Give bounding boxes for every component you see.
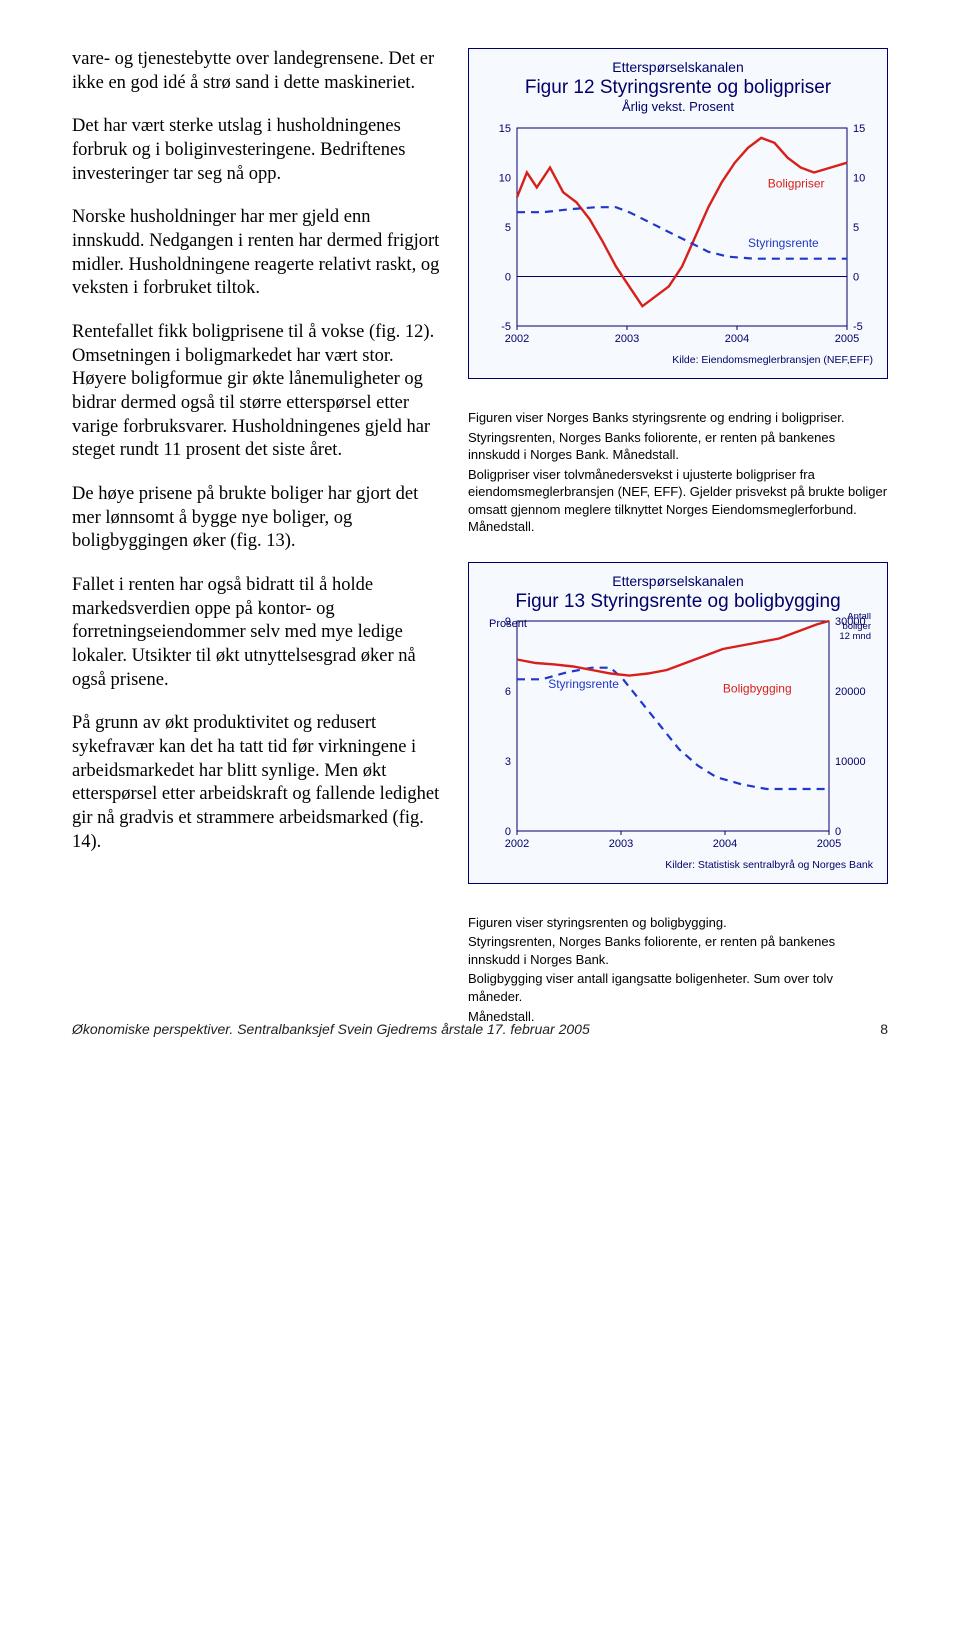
body-text-column: vare- og tjenestebytte over landegrensen… bbox=[72, 48, 440, 1027]
svg-text:Styringsrente: Styringsrente bbox=[548, 677, 619, 691]
figure-desc-line: Boligbygging viser antall igangsatte bol… bbox=[468, 970, 888, 1005]
svg-text:20000: 20000 bbox=[835, 686, 866, 698]
figure-12-source: Kilde: Eiendomsmeglerbransjen (NEF,EFF) bbox=[483, 354, 873, 366]
svg-text:2005: 2005 bbox=[835, 333, 859, 345]
svg-text:0: 0 bbox=[505, 272, 511, 284]
svg-text:-5: -5 bbox=[501, 321, 511, 333]
svg-text:10: 10 bbox=[499, 173, 511, 185]
svg-text:Boligpriser: Boligpriser bbox=[768, 176, 825, 190]
figure-12-pretitle: Etterspørselskanalen bbox=[483, 59, 873, 75]
svg-text:2002: 2002 bbox=[505, 333, 529, 345]
svg-text:15: 15 bbox=[853, 123, 865, 135]
svg-text:0: 0 bbox=[835, 826, 841, 838]
svg-text:15: 15 bbox=[499, 123, 511, 135]
svg-text:0: 0 bbox=[853, 272, 859, 284]
figure-desc-line: Styringsrenten, Norges Banks foliorente,… bbox=[468, 933, 888, 968]
figure-13-card: Etterspørselskanalen Figur 13 Styringsre… bbox=[468, 562, 888, 884]
svg-text:Boligbygging: Boligbygging bbox=[723, 681, 792, 695]
svg-text:2004: 2004 bbox=[713, 838, 737, 850]
figures-column: Etterspørselskanalen Figur 12 Styringsre… bbox=[468, 48, 888, 1027]
figure-13-description: Figuren viser styringsrenten og boligbyg… bbox=[468, 914, 888, 1025]
figure-12-description: Figuren viser Norges Banks styringsrente… bbox=[468, 409, 888, 536]
page-number: 8 bbox=[880, 1021, 888, 1037]
svg-text:0: 0 bbox=[505, 826, 511, 838]
figure-12-subtitle: Årlig vekst. Prosent bbox=[483, 99, 873, 114]
svg-text:-5: -5 bbox=[853, 321, 863, 333]
paragraph: Det har vært sterke utslag i husholdning… bbox=[72, 115, 440, 186]
paragraph: Rentefallet fikk boligprisene til å voks… bbox=[72, 321, 440, 463]
svg-text:10000: 10000 bbox=[835, 756, 866, 768]
paragraph: Norske husholdninger har mer gjeld enn i… bbox=[72, 206, 440, 301]
figure-desc-line: Figuren viser Norges Banks styringsrente… bbox=[468, 409, 888, 427]
figure-12-card: Etterspørselskanalen Figur 12 Styringsre… bbox=[468, 48, 888, 379]
figure-13-source: Kilder: Statistisk sentralbyrå og Norges… bbox=[483, 859, 873, 871]
figure-13-pretitle: Etterspørselskanalen bbox=[483, 573, 873, 589]
figure-13-chart: 036901000020000300002002200320042005Pros… bbox=[483, 613, 875, 855]
svg-text:2004: 2004 bbox=[725, 333, 749, 345]
figure-12-chart: -5 0 5 10 15 -5 0 5 10 15 2002 2003 2004 2005 Boligpri… bbox=[483, 120, 875, 350]
svg-text:3: 3 bbox=[505, 756, 511, 768]
svg-text:Prosent: Prosent bbox=[489, 618, 527, 630]
svg-text:12 mnd: 12 mnd bbox=[839, 631, 871, 642]
page-footer: Økonomiske perspektiver. Sentralbanksjef… bbox=[72, 1021, 888, 1037]
svg-text:5: 5 bbox=[853, 222, 859, 234]
svg-text:2003: 2003 bbox=[615, 333, 639, 345]
svg-text:6: 6 bbox=[505, 686, 511, 698]
paragraph: De høye prisene på brukte boliger har gj… bbox=[72, 483, 440, 554]
svg-text:Styringsrente: Styringsrente bbox=[748, 236, 819, 250]
svg-text:10: 10 bbox=[853, 173, 865, 185]
figure-desc-line: Boligpriser viser tolvmånedersvekst i uj… bbox=[468, 466, 888, 536]
figure-desc-line: Figuren viser styringsrenten og boligbyg… bbox=[468, 914, 888, 932]
svg-text:5: 5 bbox=[505, 222, 511, 234]
svg-text:2005: 2005 bbox=[817, 838, 841, 850]
paragraph: vare- og tjenestebytte over landegrensen… bbox=[72, 48, 440, 95]
svg-text:2002: 2002 bbox=[505, 838, 529, 850]
footer-text: Økonomiske perspektiver. Sentralbanksjef… bbox=[72, 1021, 590, 1037]
paragraph: Fallet i renten har også bidratt til å h… bbox=[72, 574, 440, 692]
figure-desc-line: Styringsrenten, Norges Banks foliorente,… bbox=[468, 429, 888, 464]
figure-13-title: Figur 13 Styringsrente og boligbygging bbox=[483, 591, 873, 613]
figure-12-title: Figur 12 Styringsrente og boligpriser bbox=[483, 77, 873, 99]
svg-text:2003: 2003 bbox=[609, 838, 633, 850]
paragraph: På grunn av økt produktivitet og reduser… bbox=[72, 712, 440, 854]
